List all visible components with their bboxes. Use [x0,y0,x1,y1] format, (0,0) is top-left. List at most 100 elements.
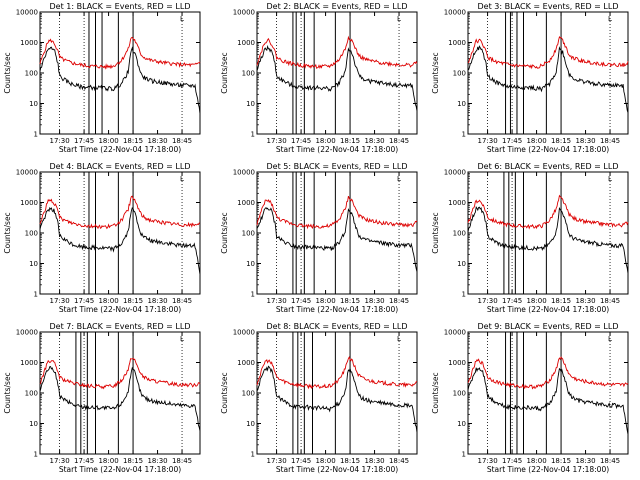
x-tick-label: 18:00 [315,297,335,305]
x-axis-label: Start Time (22-Nov-04 17:18:00) [59,305,181,314]
x-tick-label: 17:30 [49,137,69,145]
series-lld-line [256,356,418,390]
x-tick-label: 18:30 [364,457,384,465]
x-tick-label: 17:45 [291,457,311,465]
legend-marker: L [608,335,612,343]
x-tick-label: 17:45 [502,457,522,465]
x-tick-label: 17:30 [477,297,497,305]
det-panel-2: Det 2: BLACK = Events, RED = LLD 1 10 100 10… [220,2,418,154]
y-tick-label: 10 [246,100,255,108]
x-tick-label: 18:15 [340,457,360,465]
det-panel-1: Det 1: BLACK = Events, RED = LLD 1 10 100 10… [3,2,201,154]
x-tick-label: 18:45 [389,137,409,145]
series-events-line [467,206,629,274]
y-tick-label: 1000 [237,359,255,367]
det-panel-9: Det 9: BLACK = Events, RED = LLD 1 10 100 10… [431,322,629,474]
y-tick-label: 100 [242,230,255,238]
series-events-line [256,206,418,273]
y-axis-label: Counts/sec [220,212,229,253]
series-lld-line [39,357,201,390]
x-tick-label: 18:00 [526,457,546,465]
legend-marker: L [180,175,184,183]
x-tick-label: 18:45 [172,297,192,305]
y-tick-label: 10 [457,420,466,428]
x-tick-label: 17:45 [74,457,94,465]
series-lld-line [256,35,418,70]
x-tick-label: 18:00 [98,137,118,145]
series-events-line [39,46,201,114]
y-tick-label: 100 [453,390,466,398]
x-tick-label: 18:30 [364,137,384,145]
y-tick-label: 10000 [444,169,466,177]
y-tick-label: 1 [462,451,466,459]
y-tick-label: 1000 [20,199,38,207]
y-tick-label: 1 [34,451,38,459]
panel-title: Det 2: BLACK = Events, RED = LLD [267,2,408,11]
legend-marker: L [608,175,612,183]
x-tick-label: 17:45 [502,297,522,305]
x-tick-label: 17:45 [74,297,94,305]
x-tick-label: 18:00 [98,297,118,305]
x-axis-label: Start Time (22-Nov-04 17:18:00) [487,145,609,154]
y-axis-label: Counts/sec [220,372,229,413]
series-lld-line [256,195,418,230]
y-axis-label: Counts/sec [431,372,440,413]
x-axis-label: Start Time (22-Nov-04 17:18:00) [59,145,181,154]
x-tick-label: 18:00 [526,137,546,145]
y-tick-label: 10000 [16,329,38,337]
y-axis-label: Counts/sec [431,52,440,93]
x-tick-label: 17:45 [291,297,311,305]
y-axis-label: Counts/sec [431,212,440,253]
x-axis-label: Start Time (22-Nov-04 17:18:00) [487,305,609,314]
det-panel-7: Det 7: BLACK = Events, RED = LLD 1 10 100 10… [3,322,201,474]
x-tick-label: 18:30 [147,457,167,465]
x-tick-label: 18:30 [147,137,167,145]
y-tick-label: 10000 [233,169,255,177]
x-tick-label: 18:45 [172,137,192,145]
x-tick-label: 18:15 [551,137,571,145]
panel-title: Det 4: BLACK = Events, RED = LLD [50,162,191,171]
y-tick-label: 10000 [16,9,38,17]
x-axis-label: Start Time (22-Nov-04 17:18:00) [276,465,398,474]
x-tick-label: 17:45 [74,137,94,145]
y-tick-label: 10 [457,100,466,108]
y-tick-label: 100 [242,70,255,78]
x-tick-label: 18:45 [389,297,409,305]
panel-title: Det 9: BLACK = Events, RED = LLD [478,322,619,331]
y-tick-label: 1 [251,131,255,139]
y-tick-label: 100 [25,70,38,78]
y-tick-label: 10000 [233,9,255,17]
y-tick-label: 100 [25,390,38,398]
series-events-line [256,44,418,112]
legend-marker: L [397,15,401,23]
series-lld-line [39,195,201,230]
x-tick-label: 18:00 [315,457,335,465]
x-tick-label: 18:30 [364,297,384,305]
x-tick-label: 18:45 [389,457,409,465]
series-events-line [467,45,629,113]
x-tick-label: 17:30 [477,457,497,465]
y-tick-label: 10000 [16,169,38,177]
x-tick-label: 17:30 [49,297,69,305]
x-tick-label: 18:30 [575,137,595,145]
series-events-line [467,367,629,435]
x-tick-label: 18:00 [98,457,118,465]
y-tick-label: 1000 [448,39,466,47]
panel-title: Det 5: BLACK = Events, RED = LLD [267,162,408,171]
x-tick-label: 18:45 [600,297,620,305]
x-tick-label: 17:30 [266,457,286,465]
y-tick-label: 10 [246,420,255,428]
x-tick-label: 18:15 [340,137,360,145]
panel-title: Det 7: BLACK = Events, RED = LLD [50,322,191,331]
panel-title: Det 3: BLACK = Events, RED = LLD [478,2,619,11]
series-events-line [256,365,418,433]
y-tick-label: 1 [34,131,38,139]
legend-marker: L [180,335,184,343]
x-tick-label: 18:15 [340,297,360,305]
x-tick-label: 17:30 [266,137,286,145]
x-tick-label: 17:30 [266,297,286,305]
y-tick-label: 1 [462,291,466,299]
y-tick-label: 1000 [237,199,255,207]
y-tick-label: 100 [453,70,466,78]
x-tick-label: 17:45 [291,137,311,145]
